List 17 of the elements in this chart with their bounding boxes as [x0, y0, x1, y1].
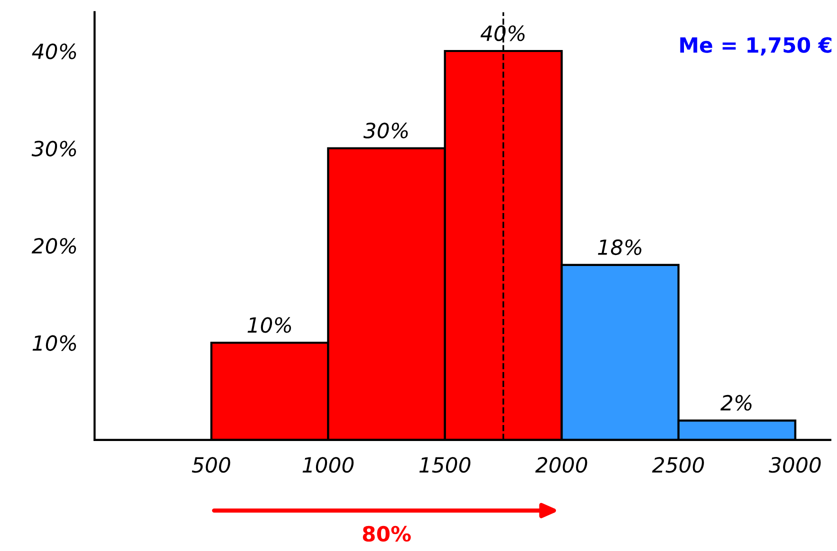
x-tick-label: 2000 — [535, 457, 588, 473]
data-label: 10% — [248, 317, 292, 333]
y-tick-label: 20% — [32, 238, 76, 254]
x-tick-label: 1000 — [302, 457, 354, 473]
x-tick-label: 2500 — [652, 457, 704, 473]
y-tick-label: 30% — [32, 140, 76, 156]
x-tick-label: 1500 — [419, 457, 470, 473]
data-label: 18% — [598, 239, 642, 256]
y-tick-label: 10% — [32, 335, 76, 351]
data-label: 40% — [480, 25, 525, 42]
x-tick-label: 3000 — [768, 457, 821, 473]
y-tick-label: 40% — [32, 43, 76, 60]
data-label: 30% — [363, 122, 408, 138]
annotation: Me = 1,750 € — [680, 37, 832, 56]
text: 80% — [362, 526, 411, 542]
data-label: 2% — [720, 394, 752, 411]
x-tick-label: 500 — [192, 457, 230, 473]
